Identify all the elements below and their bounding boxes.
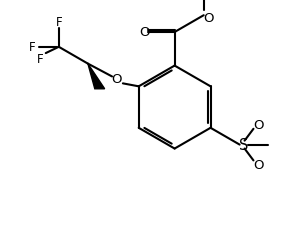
Text: O: O <box>139 26 149 39</box>
Polygon shape <box>88 64 105 89</box>
Text: O: O <box>253 119 264 132</box>
Text: O: O <box>253 158 264 171</box>
Text: S: S <box>239 137 248 152</box>
Text: O: O <box>112 73 122 86</box>
Text: F: F <box>56 16 62 29</box>
Text: F: F <box>37 52 43 65</box>
Text: O: O <box>203 12 214 25</box>
Text: F: F <box>29 41 36 54</box>
